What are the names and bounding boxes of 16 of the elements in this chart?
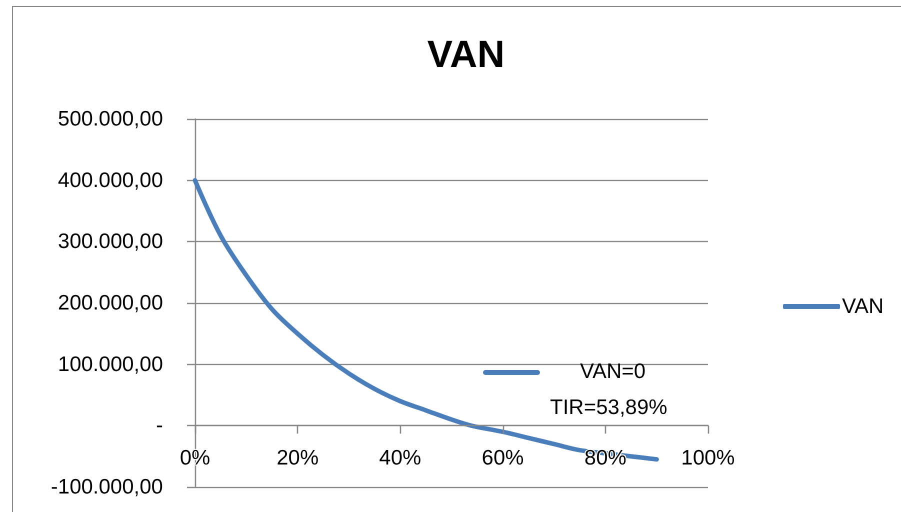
x-tick-label: 20% [276,446,319,470]
x-tick-label: 0% [180,446,210,470]
x-tick-label: 40% [379,446,422,470]
y-tick-label: 500.000,00 [58,108,163,130]
x-tick-label: 60% [482,446,524,470]
legend-label: VAN [842,295,884,318]
y-tick-label: 300.000,00 [58,230,163,254]
annotation: TIR=53,89% [550,396,668,420]
y-tick-label: 100.000,00 [58,352,163,376]
y-tick-label: 200.000,00 [58,292,163,314]
y-tick-label: - [156,414,163,438]
annotation: VAN=0 [580,360,646,384]
y-tick-label: 400.000,00 [58,168,163,192]
y-tick-label: -100.000,00 [50,476,163,498]
chart-title: VAN [427,34,505,76]
x-tick-label: 100% [681,446,735,470]
